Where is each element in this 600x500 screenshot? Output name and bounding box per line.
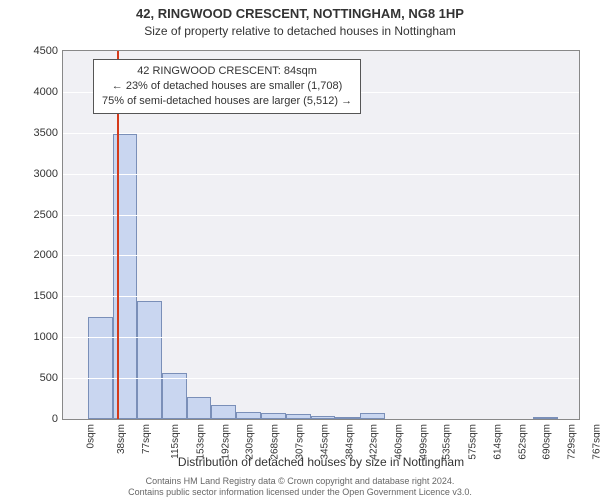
annotation-line-2: ← 23% of detached houses are smaller (1,… [102, 79, 352, 94]
y-tick-label: 3500 [22, 127, 58, 139]
y-tick-label: 2000 [22, 249, 58, 261]
histogram-bar [533, 417, 558, 419]
plot-area: 42 RINGWOOD CRESCENT: 84sqm ← 23% of det… [62, 50, 580, 420]
gridline [63, 215, 579, 216]
gridline [63, 255, 579, 256]
y-tick-label: 3000 [22, 168, 58, 180]
y-tick-label: 4000 [22, 86, 58, 98]
histogram-bar [236, 412, 261, 419]
gridline [63, 337, 579, 338]
histogram-bar [88, 317, 113, 419]
gridline [63, 174, 579, 175]
y-tick-label: 4500 [22, 45, 58, 57]
histogram-bar [211, 405, 236, 419]
footer-line-2: Contains public sector information licen… [0, 487, 600, 498]
footer-line-1: Contains HM Land Registry data © Crown c… [0, 476, 600, 487]
gridline [63, 133, 579, 134]
histogram-bar [286, 414, 311, 419]
histogram-bar [335, 417, 360, 419]
y-tick-label: 1500 [22, 290, 58, 302]
x-axis-label: Distribution of detached houses by size … [62, 455, 580, 469]
x-tick-label: 767sqm [591, 424, 600, 460]
chart-title: 42, RINGWOOD CRESCENT, NOTTINGHAM, NG8 1… [0, 6, 600, 21]
chart-subtitle: Size of property relative to detached ho… [0, 24, 600, 38]
histogram-bar [187, 397, 212, 419]
y-tick-label: 2500 [22, 209, 58, 221]
histogram-bar [360, 413, 385, 419]
histogram-bar [261, 413, 286, 419]
x-tick-label: 77sqm [141, 424, 152, 454]
histogram-bar [137, 301, 162, 419]
property-size-histogram: 42, RINGWOOD CRESCENT, NOTTINGHAM, NG8 1… [0, 0, 600, 500]
annotation-line-3: 75% of semi-detached houses are larger (… [102, 94, 352, 109]
x-tick-label: 0sqm [85, 424, 96, 448]
annotation-line-1: 42 RINGWOOD CRESCENT: 84sqm [102, 64, 352, 79]
y-tick-label: 500 [22, 372, 58, 384]
attribution-footer: Contains HM Land Registry data © Crown c… [0, 476, 600, 498]
gridline [63, 378, 579, 379]
histogram-bar [311, 416, 336, 419]
x-tick-label: 38sqm [116, 424, 127, 454]
gridline [63, 296, 579, 297]
annotation-box: 42 RINGWOOD CRESCENT: 84sqm ← 23% of det… [93, 59, 361, 114]
histogram-bar [162, 373, 187, 419]
y-tick-label: 0 [22, 413, 58, 425]
x-tick-label: 115sqm [170, 424, 181, 459]
y-tick-label: 1000 [22, 331, 58, 343]
